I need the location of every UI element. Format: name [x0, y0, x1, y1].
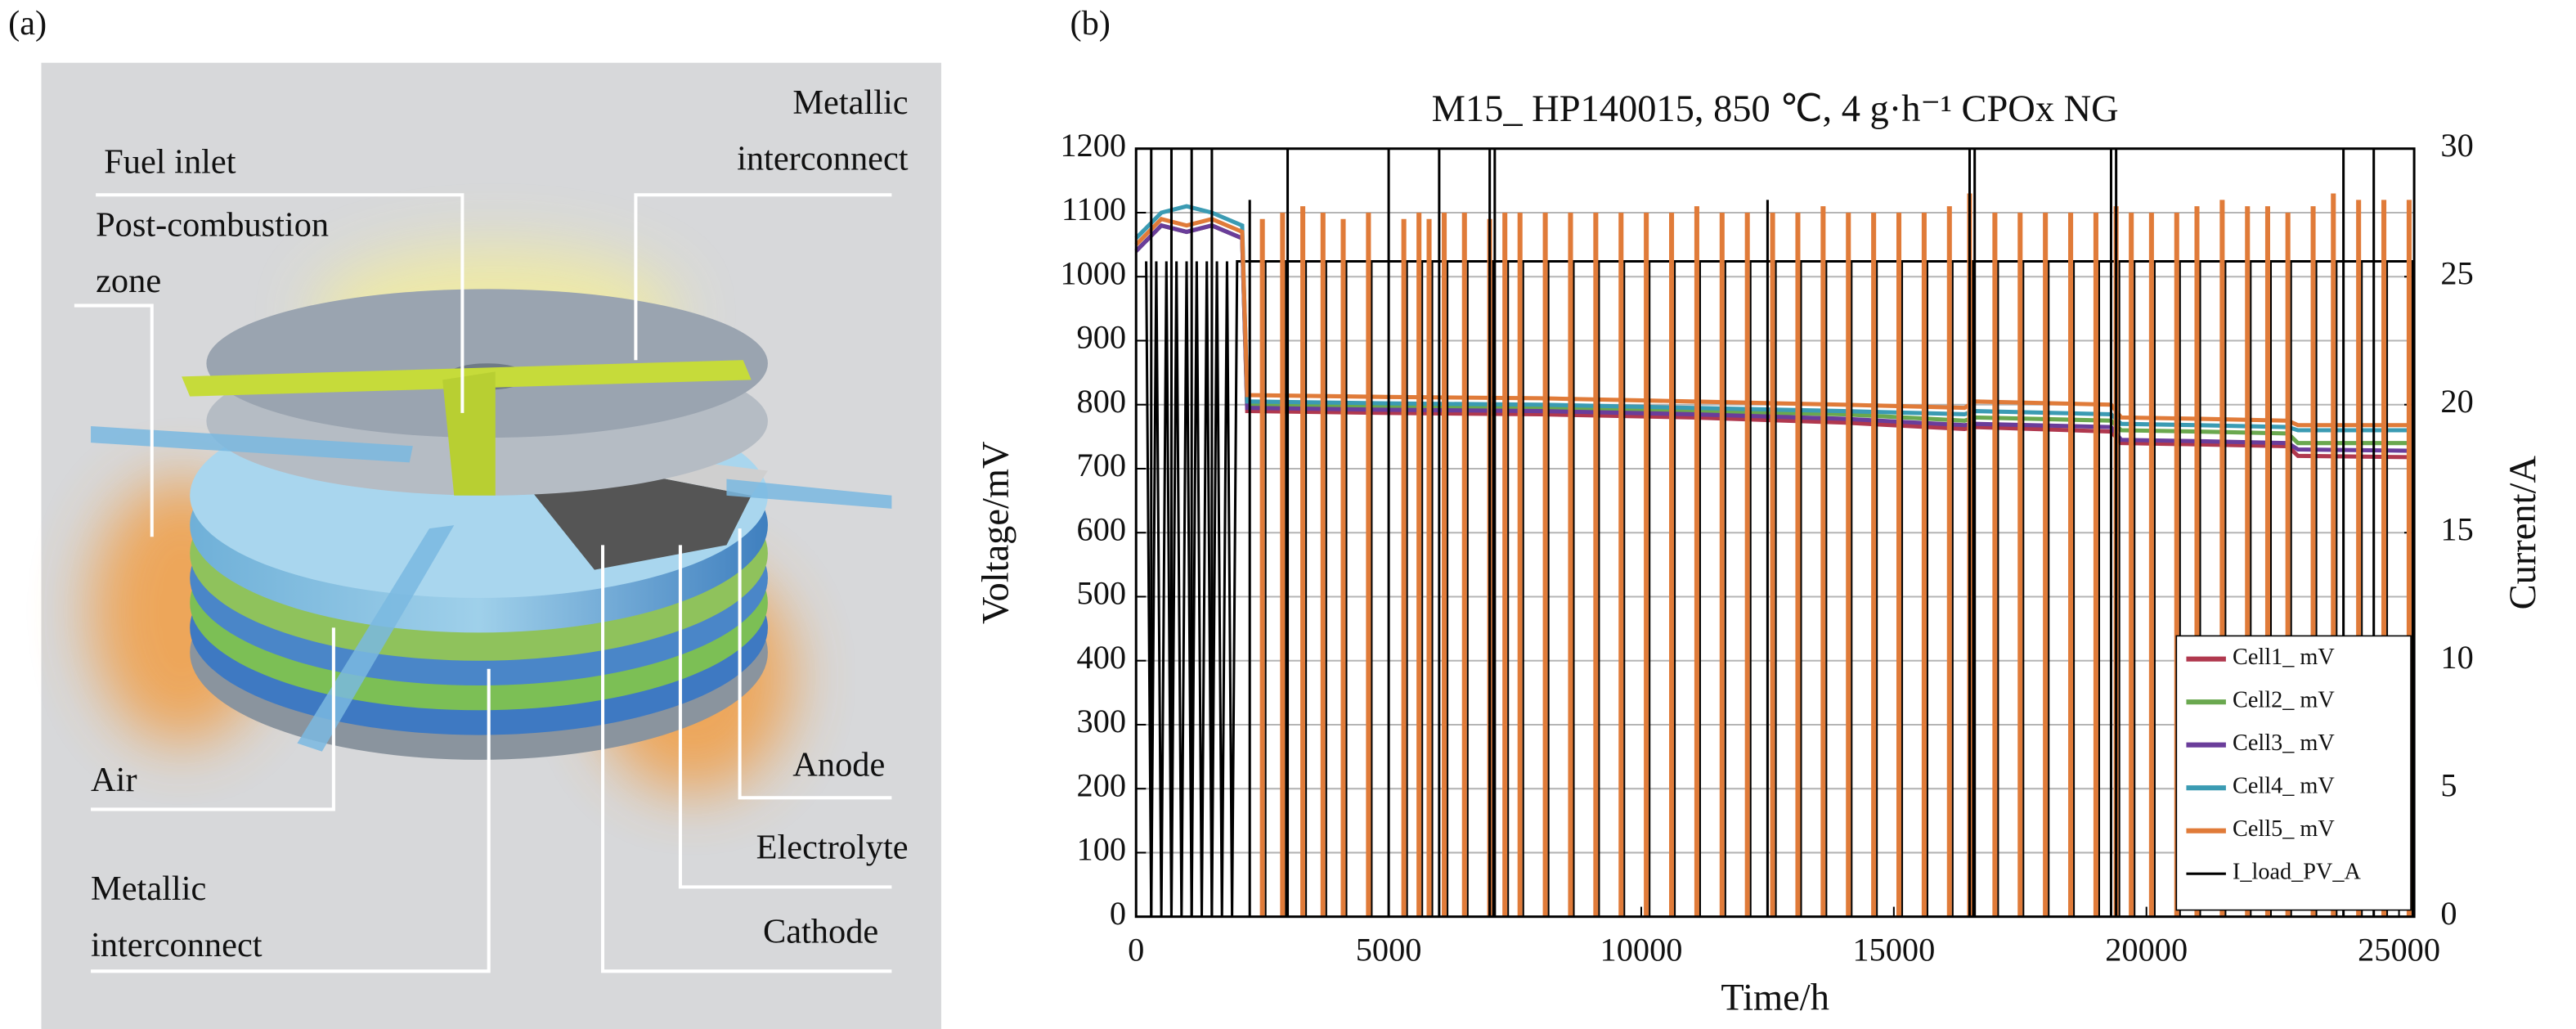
y2-tick-label: 15	[2440, 510, 2473, 547]
x-tick-label: 15000	[1852, 931, 1935, 968]
y-tick-label: 700	[1077, 447, 1127, 483]
component-label: Electrolyte	[756, 829, 909, 867]
air-channel	[91, 425, 413, 463]
leader-line	[96, 193, 464, 413]
air-channel	[297, 525, 455, 752]
y2-tick-label: 30	[2440, 127, 2473, 164]
y-tick-label: 400	[1077, 639, 1127, 676]
legend-label: I_load_PV_A	[2233, 860, 2362, 885]
y-tick-label: 0	[1110, 895, 1126, 932]
leader-line	[601, 545, 892, 973]
leader-line	[74, 303, 154, 537]
chart-title: M15_ HP140015, 850 ℃, 4 g·h⁻¹ CPOx NG	[1432, 88, 2119, 130]
component-label: Air	[91, 761, 137, 799]
y-tick-label: 1000	[1060, 254, 1126, 291]
component-label: Fuel inlet	[104, 143, 236, 182]
leader-line	[738, 528, 892, 800]
y-tick-label: 600	[1077, 510, 1127, 547]
legend-label: Cell5_ mV	[2233, 816, 2335, 842]
y-axis-title: Voltage/mV	[975, 441, 1016, 624]
component-label: interconnect	[737, 140, 909, 178]
y-tick-label: 900	[1077, 319, 1127, 356]
legend-label: Cell3_ mV	[2233, 730, 2335, 756]
component-label: Anode	[792, 746, 885, 784]
legend-label: Cell4_ mV	[2233, 774, 2335, 799]
y2-tick-label: 10	[2440, 639, 2473, 676]
component-label: interconnect	[91, 926, 263, 964]
y2-tick-label: 5	[2440, 766, 2457, 803]
y2-tick-label: 20	[2440, 383, 2473, 420]
x-tick-label: 10000	[1600, 931, 1683, 968]
y-tick-label: 1100	[1061, 191, 1126, 227]
y-tick-label: 100	[1077, 831, 1127, 868]
plot-frame	[1134, 147, 2416, 919]
leader-line	[634, 193, 892, 361]
y-tick-label: 1200	[1060, 127, 1126, 164]
illustration	[41, 62, 941, 1029]
leader-line	[91, 627, 335, 811]
legend-label: Cell1_ mV	[2233, 645, 2335, 670]
panel-label: (a)	[8, 4, 47, 43]
component-label: zone	[96, 262, 161, 300]
legend-box	[2175, 635, 2412, 911]
panel-label: (b)	[1070, 4, 1110, 43]
component-label: Metallic	[91, 869, 206, 908]
component-label: Metallic	[792, 83, 908, 122]
y-tick-label: 200	[1077, 766, 1127, 803]
y-tick-label: 800	[1077, 383, 1127, 420]
x-tick-label: 25000	[2358, 931, 2440, 968]
leader-line	[678, 545, 892, 889]
component-label: Cathode	[763, 913, 878, 951]
y2-axis-title: Current/A	[2502, 456, 2544, 610]
legend-label: Cell2_ mV	[2233, 688, 2335, 713]
air-channel	[726, 479, 892, 509]
x-tick-label: 0	[1128, 931, 1144, 968]
y-tick-label: 500	[1077, 575, 1127, 612]
current-line	[1145, 259, 2415, 917]
fuel-inlet-pipe	[442, 371, 496, 496]
y2-tick-label: 25	[2440, 254, 2473, 291]
chart: 0100200300400500600700800900100011001200…	[1060, 127, 2473, 968]
x-tick-label: 5000	[1356, 931, 1422, 968]
x-tick-label: 20000	[2105, 931, 2188, 968]
y-tick-label: 300	[1077, 703, 1127, 739]
y2-tick-label: 0	[2440, 895, 2457, 932]
x-axis-title: Time/h	[1721, 977, 1829, 1018]
component-label: Post-combustion	[96, 205, 329, 244]
leader-line	[91, 668, 491, 973]
